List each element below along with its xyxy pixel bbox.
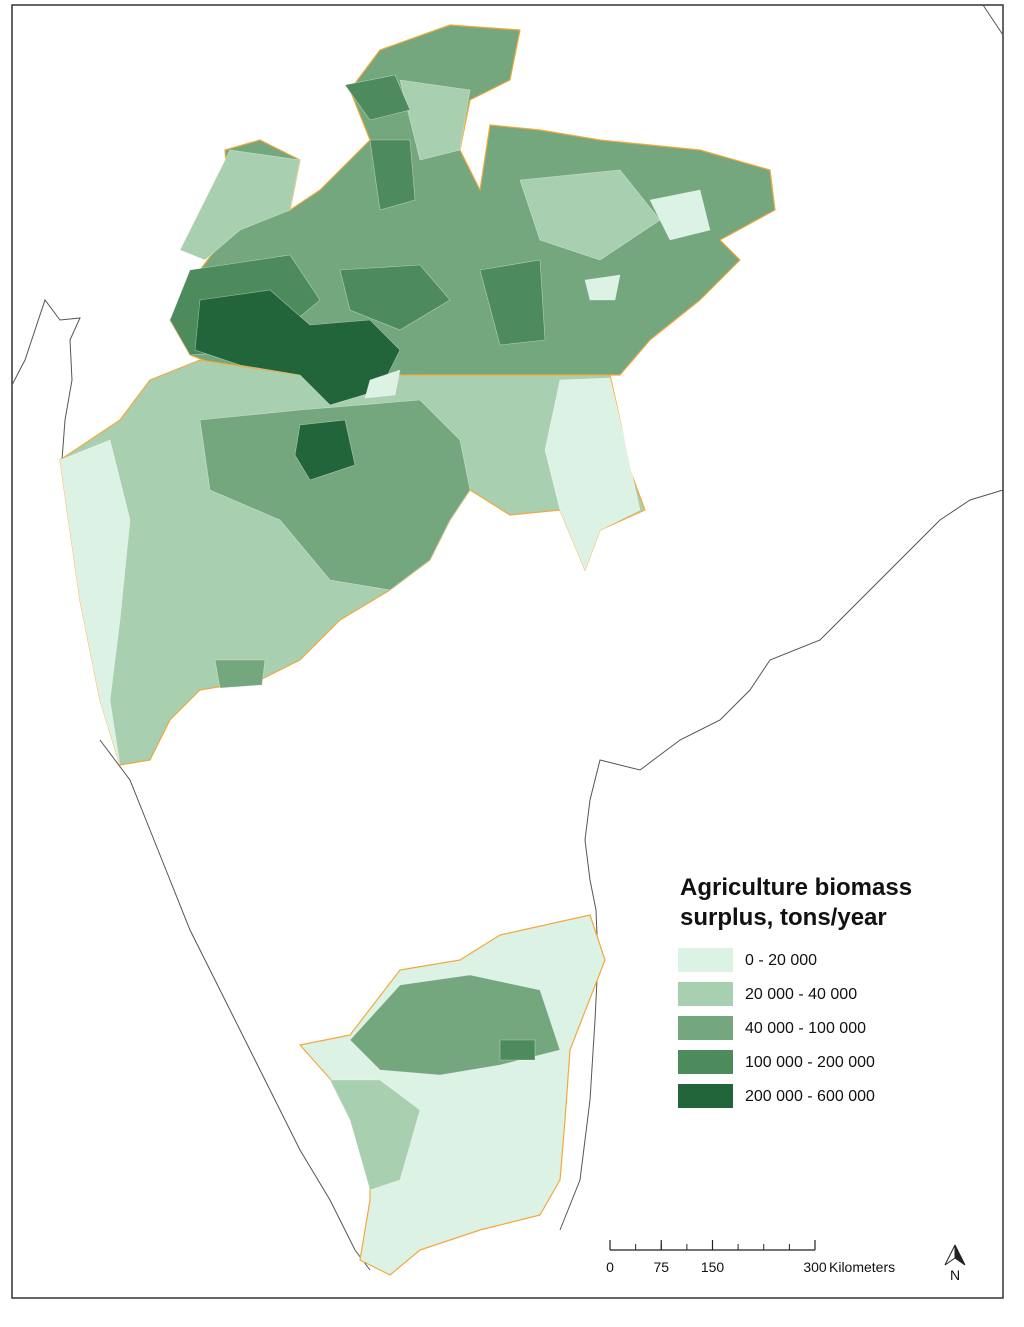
legend-label: 20 000 - 40 000 [745, 986, 857, 1003]
legend-title: surplus, tons/year [680, 904, 887, 931]
north-arrow [954, 1244, 966, 1266]
scale-label: 75 [653, 1259, 669, 1275]
legend-swatch [678, 982, 733, 1006]
legend-label: 40 000 - 100 000 [745, 1020, 866, 1037]
legend-swatch [678, 1016, 733, 1040]
scale-label: 150 [701, 1259, 725, 1275]
scale-label: 300 [803, 1259, 827, 1275]
scale-label: 0 [606, 1259, 614, 1275]
district [369, 139, 416, 211]
district [399, 79, 471, 161]
district [649, 189, 711, 241]
legend-title: Agriculture biomass [680, 874, 912, 901]
scale-unit: Kilometers [829, 1259, 895, 1275]
legend-label: 200 000 - 600 000 [745, 1088, 875, 1105]
district [364, 369, 401, 399]
district [344, 74, 411, 121]
legend: 0 - 20 000 20 000 - 40 000 40 000 - 100 00… [678, 948, 875, 1108]
district [294, 419, 356, 481]
legend-label: 0 - 20 000 [745, 952, 817, 969]
district [59, 439, 131, 766]
district [199, 399, 471, 591]
district [584, 274, 621, 301]
north-label: N [950, 1267, 960, 1283]
district [214, 659, 266, 689]
legend-swatch [678, 1050, 733, 1074]
coastline [11, 4, 1004, 1271]
legend-swatch [678, 948, 733, 972]
legend-swatch [678, 1084, 733, 1108]
district [339, 264, 451, 331]
scale-bar: 0 75 150 300 Kilometers [606, 1240, 895, 1275]
district [544, 377, 641, 571]
district [329, 1079, 421, 1191]
district [479, 259, 546, 346]
district [499, 1039, 536, 1061]
district [179, 149, 301, 261]
legend-label: 100 000 - 200 000 [745, 1054, 875, 1071]
district [519, 169, 661, 261]
